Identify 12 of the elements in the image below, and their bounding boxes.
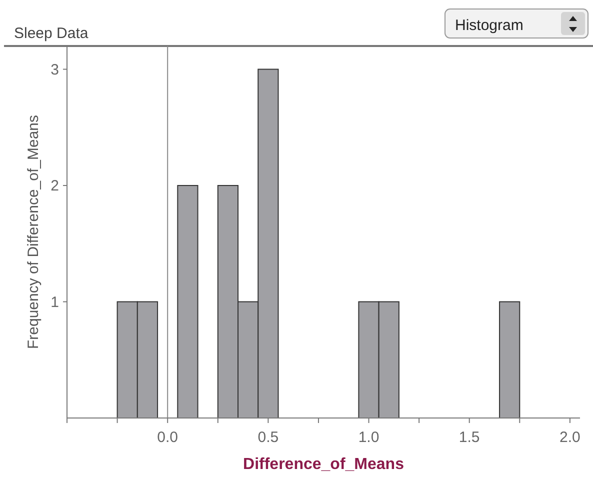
dropdown-control: Histogram [444,8,588,38]
y-axis-title: Frequency of Difference_of_Means [25,114,42,350]
x-tick-label: 1.0 [358,429,380,446]
x-tick-label: 2.0 [560,429,580,446]
y-tick-label: 1 [50,294,59,311]
chart-title: Sleep Data [14,25,89,42]
x-axis-title: Difference_of_Means [243,456,404,473]
x-tick-label: 0.5 [258,429,279,446]
x-tick-label: 0.0 [157,429,178,446]
y-tick-label: 3 [50,61,59,78]
x-tick-label: 1.5 [458,429,480,446]
y-tick-label: 2 [50,178,59,194]
